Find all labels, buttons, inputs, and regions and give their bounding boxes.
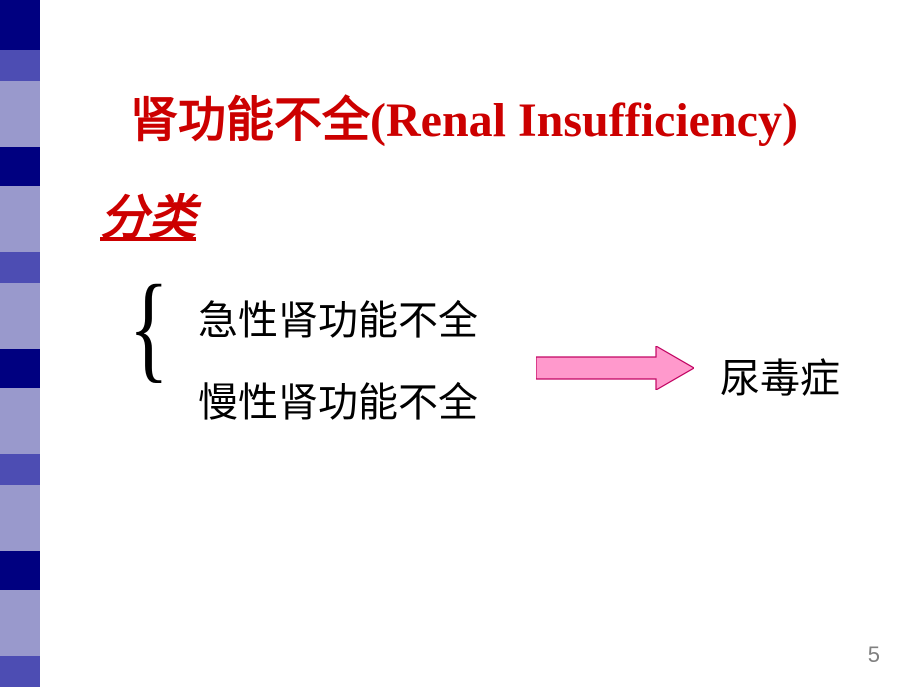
accent-cell bbox=[0, 410, 40, 432]
accent-cell bbox=[0, 432, 40, 454]
arrow-icon bbox=[536, 346, 694, 390]
accent-cell bbox=[0, 0, 40, 50]
page-number: 5 bbox=[868, 642, 880, 668]
accent-cell bbox=[0, 529, 40, 551]
accent-cell bbox=[0, 634, 40, 656]
slide-title: 肾功能不全(Renal Insufficiency) bbox=[130, 80, 798, 150]
classification-item-chronic: 慢性肾功能不全 bbox=[198, 370, 478, 428]
accent-cell bbox=[0, 230, 40, 252]
accent-bar bbox=[0, 0, 40, 690]
classification-item-acute: 急性肾功能不全 bbox=[198, 288, 478, 346]
brace-icon: { bbox=[129, 258, 169, 396]
accent-cell bbox=[0, 327, 40, 349]
accent-cell bbox=[0, 50, 40, 81]
accent-cell bbox=[0, 305, 40, 327]
accent-cell bbox=[0, 283, 40, 305]
accent-cell bbox=[0, 454, 40, 485]
accent-cell bbox=[0, 656, 40, 687]
accent-cell bbox=[0, 507, 40, 529]
accent-cell bbox=[0, 125, 40, 147]
accent-cell bbox=[0, 186, 40, 208]
accent-cell bbox=[0, 81, 40, 103]
accent-cell bbox=[0, 103, 40, 125]
accent-cell bbox=[0, 208, 40, 230]
accent-cell bbox=[0, 388, 40, 410]
section-heading: 分类 bbox=[100, 178, 196, 248]
accent-cell bbox=[0, 612, 40, 634]
outcome-label: 尿毒症 bbox=[720, 346, 840, 404]
accent-cell bbox=[0, 147, 40, 186]
accent-cell bbox=[0, 551, 40, 590]
accent-cell bbox=[0, 590, 40, 612]
accent-cell bbox=[0, 485, 40, 507]
accent-cell bbox=[0, 252, 40, 283]
accent-cell bbox=[0, 349, 40, 388]
